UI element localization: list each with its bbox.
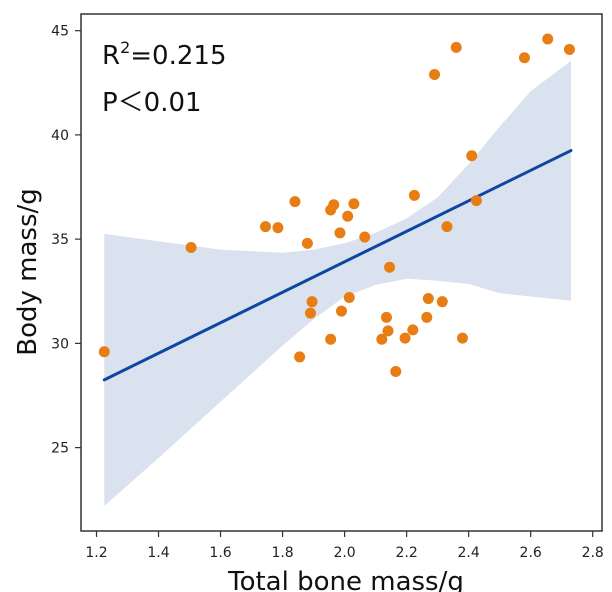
data-point (348, 198, 360, 210)
x-tick-label: 2.8 (582, 545, 604, 561)
data-point (390, 366, 402, 378)
data-point (421, 311, 433, 323)
x-tick-label: 1.6 (209, 545, 231, 561)
data-point (336, 305, 347, 317)
data-point (450, 41, 462, 53)
data-point (325, 333, 337, 345)
x-tick-label: 2.2 (395, 545, 417, 561)
y-tick-label: 30 (51, 336, 69, 352)
r-squared-annotation: R2=0.215 (102, 38, 226, 71)
data-point (376, 333, 388, 345)
data-point (466, 150, 478, 162)
data-point (306, 296, 318, 308)
data-point (563, 43, 575, 55)
x-axis-ticks: 1.2 1.4 1.6 1.8 2.0 2.2 2.4 2.6 2.8 (85, 531, 604, 561)
data-point (441, 221, 453, 233)
data-point (470, 195, 482, 207)
x-tick-label: 1.2 (85, 545, 107, 561)
data-point (382, 325, 394, 337)
plot-frame (80, 13, 603, 532)
data-point (98, 346, 110, 358)
data-point (301, 237, 313, 249)
data-point (380, 311, 392, 323)
data-point (384, 261, 396, 273)
confidence-band-layer (104, 60, 572, 507)
p-value-annotation: P＜0.01 (102, 88, 202, 118)
data-point (408, 189, 420, 201)
data-point (272, 222, 284, 234)
x-tick-label: 2.4 (458, 545, 480, 561)
data-point (436, 296, 448, 308)
regression-line (102, 149, 573, 382)
y-tick-label: 45 (51, 24, 69, 40)
y-axis-title: Body mass/g (13, 188, 43, 356)
y-axis-ticks: 25 30 35 40 45 (51, 24, 81, 457)
data-point (328, 199, 340, 211)
data-points-layer (98, 33, 575, 378)
data-point (294, 351, 306, 363)
data-point (359, 231, 371, 243)
data-point (407, 324, 419, 336)
data-point (542, 33, 554, 45)
data-point (399, 332, 411, 344)
y-tick-label: 35 (51, 232, 69, 248)
data-point (342, 210, 354, 222)
data-point (185, 241, 197, 253)
data-point (456, 332, 468, 344)
regression-line-layer (102, 149, 573, 382)
data-point (343, 292, 355, 304)
data-point (289, 196, 301, 208)
x-tick-label: 1.4 (147, 545, 169, 561)
x-tick-label: 2.6 (520, 545, 542, 561)
confidence-band (104, 60, 572, 507)
data-point (518, 52, 530, 64)
x-tick-label: 1.8 (271, 545, 293, 561)
data-point (334, 227, 346, 239)
data-point (304, 307, 316, 319)
data-point (429, 68, 441, 80)
x-tick-label: 2.0 (333, 545, 355, 561)
data-point (260, 221, 272, 233)
y-tick-label: 40 (51, 128, 69, 144)
data-point (422, 293, 434, 305)
x-axis-title: Total bone mass/g (227, 567, 464, 592)
y-tick-label: 25 (51, 441, 69, 457)
